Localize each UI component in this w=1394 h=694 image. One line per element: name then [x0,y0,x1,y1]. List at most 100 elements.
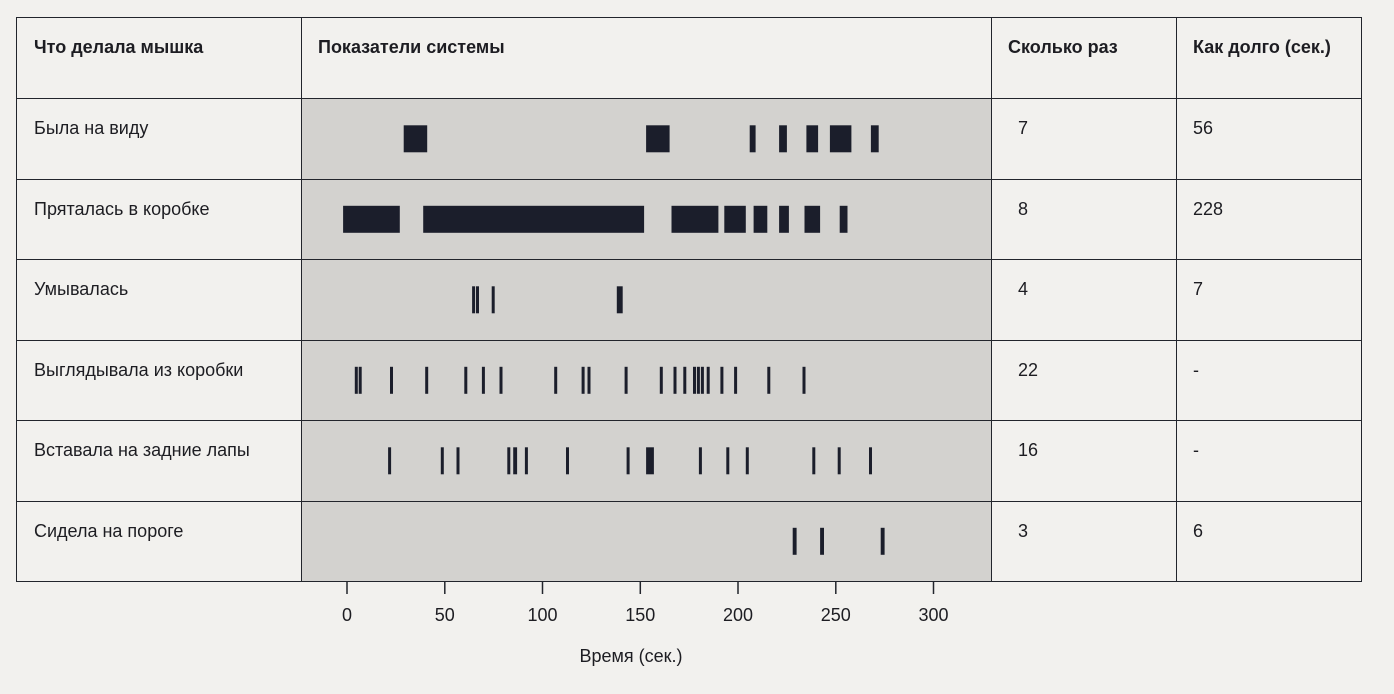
row-duration: 6 [1193,521,1204,541]
row-label: Была на виду [34,118,149,138]
event-bar [581,366,585,394]
event-bar [499,366,503,394]
row-duration: - [1193,440,1199,460]
event-bar [792,527,797,555]
row-duration: 56 [1193,118,1214,138]
event-bar [524,447,528,475]
row-count: 3 [1018,521,1029,541]
row-duration: 7 [1193,279,1204,299]
event-bar [456,447,460,475]
event-bar [753,205,768,233]
event-bar [425,366,429,394]
event-bar [403,125,428,153]
event-bar [673,366,677,394]
x-tick-label: 300 [918,605,949,625]
event-bar [491,286,495,314]
event-bar [724,205,746,233]
event-bar [646,125,670,153]
event-bar [820,527,824,555]
row-divider [17,98,1361,99]
header-behavior: Что делала мышка [34,37,204,57]
event-bar [646,447,654,475]
column-divider [991,18,992,581]
row-label: Умывалась [34,279,129,299]
event-bar [513,447,518,475]
x-tick-label: 250 [820,605,851,625]
event-bar [869,447,872,475]
event-bar [734,366,738,394]
event-bar [720,366,724,394]
row-label: Сидела на пороге [34,521,184,541]
event-bar [390,366,393,394]
event-bar [388,447,392,475]
event-bar [343,205,400,233]
event-bar [726,447,730,475]
event-bar [507,447,511,475]
row-divider [17,340,1361,341]
event-bar [880,527,885,555]
event-bar [698,447,702,475]
event-bar [358,366,362,394]
x-axis-label: Время (сек.) [579,646,683,666]
x-tick-label: 50 [434,605,455,625]
event-bar [696,366,700,394]
row-divider [17,179,1361,180]
event-bar [659,366,663,394]
event-bar [806,125,819,153]
event-bar [700,366,704,394]
behavior-table: Что делала мышка Показатели системы Скол… [16,17,1362,582]
row-count: 8 [1018,199,1029,219]
row-count: 22 [1018,360,1039,380]
event-bar [587,366,591,394]
column-divider [1176,18,1177,581]
row-divider [17,501,1361,502]
x-tick-label: 0 [341,605,353,625]
event-bar [440,447,444,475]
row-duration: 228 [1193,199,1224,219]
header-duration: Как долго (сек.) [1193,37,1331,57]
event-bar [481,366,485,394]
row-label: Пряталась в коробке [34,199,210,219]
row-count: 4 [1018,279,1029,299]
event-bar [616,286,623,314]
event-bar [476,286,479,314]
column-divider [301,18,302,581]
event-bar [706,366,710,394]
event-bar [624,366,628,394]
event-bar [829,125,852,153]
event-bar [472,286,476,314]
event-bar [554,366,558,394]
row-divider [17,420,1361,421]
row-divider [17,259,1361,260]
event-bar [779,125,787,153]
event-bar [693,366,696,394]
event-bar [802,366,806,394]
x-tick-label: 200 [722,605,754,625]
row-duration: - [1193,360,1199,380]
event-bar [839,205,848,233]
event-bar [745,447,749,475]
event-bar [749,125,756,153]
event-bar [354,366,358,394]
event-bar [464,366,468,394]
row-count: 7 [1018,118,1029,138]
event-bar [767,366,771,394]
x-tick-label: 150 [625,605,656,625]
row-count: 16 [1018,440,1039,460]
x-tick-label: 100 [527,605,558,625]
event-bar [566,447,569,475]
event-bar [626,447,630,475]
event-bar [804,205,821,233]
event-bar [870,125,879,153]
event-bar [812,447,816,475]
event-bar [837,447,841,475]
header-system: Показатели системы [318,37,505,57]
row-label: Вставала на задние лапы [34,440,250,460]
row-label: Выглядывала из коробки [34,360,244,380]
event-bar [423,205,645,233]
event-bar [779,205,789,233]
header-count: Сколько раз [1008,37,1118,57]
event-bar [683,366,687,394]
event-bar [671,205,719,233]
